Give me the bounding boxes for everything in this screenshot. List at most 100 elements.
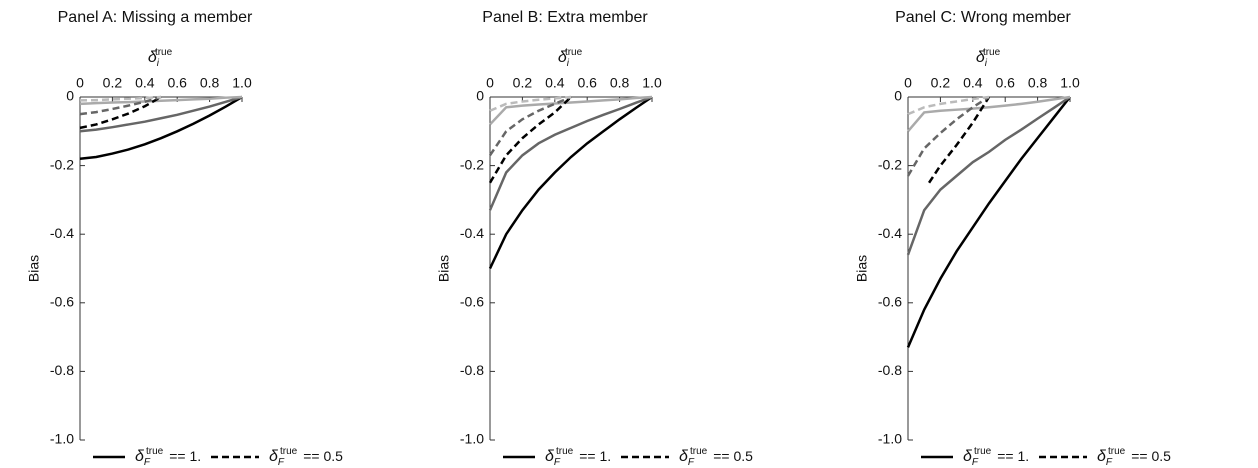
x-tick-label: 0 (76, 75, 84, 91)
subscript: F (144, 457, 151, 468)
series-line (907, 95, 1071, 133)
series-line (488, 95, 572, 157)
superscript: true (556, 446, 574, 457)
math-label: δFtrue == 1. (963, 446, 1029, 468)
series-line (79, 95, 243, 133)
subscript: i (985, 58, 988, 69)
y-tick-label: -0.2 (50, 156, 74, 172)
subscript: i (157, 58, 160, 69)
math-label: δFtrue == 0.5 (679, 446, 753, 468)
symbol: δ (963, 448, 973, 465)
x-tick-label: 0.8 (200, 75, 220, 91)
series-line (906, 96, 1071, 348)
symbol: δ (679, 448, 689, 465)
x-tick-label: 1.0 (1060, 75, 1080, 91)
series-line (79, 95, 243, 106)
y-tick-label: -0.4 (50, 225, 74, 241)
series-line (488, 95, 653, 270)
series-line (79, 95, 162, 130)
x-tick-label: 1.0 (642, 75, 662, 91)
series-line (906, 95, 990, 177)
superscript: true (146, 446, 164, 457)
series-line (488, 95, 653, 211)
series-line (489, 95, 653, 126)
panel-title: Panel A: Missing a member (58, 9, 253, 26)
symbol: δ (1097, 448, 1107, 465)
symbol: δ (269, 448, 279, 465)
label-text: == 0.5 (303, 448, 343, 464)
math-label: δitrue (976, 47, 1001, 69)
y-tick-label: -0.8 (460, 362, 484, 378)
subscript: F (554, 457, 561, 468)
x-tick-label: 0.4 (963, 75, 983, 91)
math-label: δFtrue == 0.5 (1097, 446, 1171, 468)
math-label: δitrue (148, 47, 173, 69)
superscript: true (1108, 446, 1126, 457)
y-tick-label: -1.0 (460, 431, 484, 447)
superscript: true (280, 446, 298, 457)
y-tick-label: -1.0 (878, 431, 902, 447)
series-line (907, 95, 990, 116)
y-tick-label: -0.4 (460, 225, 484, 241)
subscript: F (972, 457, 979, 468)
y-tick-label: -0.4 (878, 225, 902, 241)
y-tick-label: -0.8 (50, 362, 74, 378)
x-tick-label: 0.4 (135, 75, 155, 91)
math-label: δFtrue == 0.5 (269, 446, 343, 468)
y-axis-label: Bias (26, 255, 42, 282)
symbol: δ (545, 448, 555, 465)
series-line (79, 95, 162, 116)
label-text: == 0.5 (713, 448, 753, 464)
series-line (489, 95, 572, 112)
series-line (79, 95, 162, 102)
label-text: == 1. (169, 448, 201, 464)
y-tick-label: -0.6 (50, 294, 74, 310)
symbol: δ (976, 49, 986, 66)
panel-title: Panel C: Wrong member (895, 9, 1071, 26)
y-tick-label: 0 (66, 88, 74, 104)
subscript: F (688, 457, 695, 468)
subscript: F (1106, 457, 1113, 468)
math-label: δFtrue == 1. (545, 446, 611, 468)
symbol: δ (135, 448, 145, 465)
subscript: F (278, 457, 285, 468)
x-tick-label: 0.4 (545, 75, 565, 91)
x-tick-label: 0.8 (1028, 75, 1048, 91)
x-tick-label: 0.2 (513, 75, 533, 91)
x-tick-label: 0.6 (167, 75, 187, 91)
label-text: == 1. (579, 448, 611, 464)
superscript: true (565, 47, 583, 58)
x-tick-label: 0.8 (610, 75, 630, 91)
y-axis-label: Bias (436, 255, 452, 282)
series-line (79, 95, 243, 160)
y-tick-label: -0.2 (460, 156, 484, 172)
y-tick-label: -0.6 (460, 294, 484, 310)
y-tick-label: -0.2 (878, 156, 902, 172)
y-axis-label: Bias (854, 255, 870, 282)
series-line (906, 95, 1071, 256)
superscript: true (974, 446, 992, 457)
superscript: true (155, 47, 173, 58)
x-tick-label: 0.2 (931, 75, 951, 91)
x-tick-label: 0.6 (995, 75, 1015, 91)
series-line (928, 96, 991, 184)
symbol: δ (148, 49, 158, 66)
panel-title: Panel B: Extra member (482, 9, 648, 26)
x-tick-label: 0 (904, 75, 912, 91)
x-tick-label: 0.2 (103, 75, 123, 91)
subscript: i (567, 58, 570, 69)
x-tick-label: 0 (486, 75, 494, 91)
x-tick-label: 1.0 (232, 75, 252, 91)
y-tick-label: -1.0 (50, 431, 74, 447)
math-label: δFtrue == 1. (135, 446, 201, 468)
superscript: true (690, 446, 708, 457)
y-tick-label: 0 (476, 88, 484, 104)
y-tick-label: -0.8 (878, 362, 902, 378)
superscript: true (983, 47, 1001, 58)
math-label: δitrue (558, 47, 583, 69)
x-tick-label: 0.6 (577, 75, 597, 91)
